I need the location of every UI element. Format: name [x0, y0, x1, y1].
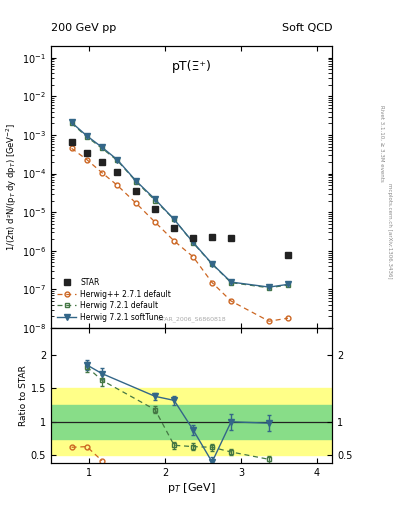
- Herwig 7.2.1 default: [99, 145, 104, 152]
- Herwig++ 2.7.1 default: [115, 182, 119, 188]
- STAR: [191, 234, 195, 241]
- STAR: [69, 139, 74, 145]
- STAR: [286, 251, 290, 258]
- Herwig++ 2.7.1 default: [210, 280, 215, 286]
- Herwig++ 2.7.1 default: [99, 169, 104, 176]
- Herwig 7.2.1 default: [229, 280, 233, 286]
- Herwig 7.2.1 softTune: [172, 217, 176, 223]
- Text: mcplots.cern.ch [arXiv:1306.3436]: mcplots.cern.ch [arXiv:1306.3436]: [387, 183, 391, 278]
- Bar: [51, 405, 332, 439]
- X-axis label: p$_T$ [GeV]: p$_T$ [GeV]: [167, 481, 216, 495]
- Herwig++ 2.7.1 default: [267, 318, 272, 324]
- Herwig 7.2.1 default: [267, 285, 272, 291]
- Text: Soft QCD: Soft QCD: [282, 23, 332, 33]
- STAR: [210, 234, 215, 240]
- Bar: [51, 388, 332, 455]
- Line: Herwig 7.2.1 default: Herwig 7.2.1 default: [69, 121, 290, 290]
- STAR: [153, 206, 158, 212]
- Herwig++ 2.7.1 default: [69, 145, 74, 152]
- Herwig 7.2.1 softTune: [99, 144, 104, 151]
- Herwig++ 2.7.1 default: [286, 315, 290, 321]
- Text: pT(Ξ⁺): pT(Ξ⁺): [172, 60, 211, 73]
- Herwig 7.2.1 default: [84, 134, 89, 140]
- Herwig++ 2.7.1 default: [191, 254, 195, 260]
- Y-axis label: Ratio to STAR: Ratio to STAR: [19, 365, 28, 426]
- Herwig++ 2.7.1 default: [84, 157, 89, 163]
- Text: Rivet 3.1.10, ≥ 3.3M events: Rivet 3.1.10, ≥ 3.3M events: [380, 105, 384, 182]
- Herwig 7.2.1 softTune: [134, 178, 138, 184]
- Herwig 7.2.1 default: [286, 282, 290, 288]
- Herwig 7.2.1 default: [172, 217, 176, 223]
- Herwig 7.2.1 softTune: [153, 196, 158, 202]
- Herwig 7.2.1 softTune: [84, 133, 89, 139]
- Line: Herwig 7.2.1 softTune: Herwig 7.2.1 softTune: [69, 120, 291, 290]
- Herwig++ 2.7.1 default: [229, 298, 233, 304]
- Herwig 7.2.1 softTune: [69, 119, 74, 125]
- STAR: [84, 150, 89, 156]
- Herwig++ 2.7.1 default: [172, 238, 176, 244]
- Herwig 7.2.1 softTune: [229, 279, 233, 285]
- STAR: [134, 188, 138, 194]
- Herwig 7.2.1 default: [191, 240, 195, 246]
- Herwig 7.2.1 default: [210, 261, 215, 267]
- Herwig 7.2.1 softTune: [210, 261, 215, 267]
- Text: 200 GeV pp: 200 GeV pp: [51, 23, 116, 33]
- Herwig 7.2.1 softTune: [115, 157, 119, 163]
- Herwig++ 2.7.1 default: [153, 219, 158, 225]
- Herwig 7.2.1 default: [134, 179, 138, 185]
- Herwig 7.2.1 softTune: [286, 281, 290, 287]
- Herwig 7.2.1 softTune: [267, 284, 272, 290]
- Line: Herwig++ 2.7.1 default: Herwig++ 2.7.1 default: [69, 146, 290, 324]
- Herwig++ 2.7.1 default: [134, 200, 138, 206]
- Herwig 7.2.1 default: [69, 120, 74, 126]
- Legend: STAR, Herwig++ 2.7.1 default, Herwig 7.2.1 default, Herwig 7.2.1 softTune: STAR, Herwig++ 2.7.1 default, Herwig 7.2…: [55, 275, 173, 324]
- Y-axis label: 1/(2π) d²N/(p$_T$ dy dp$_T$) [GeV$^{-2}$]: 1/(2π) d²N/(p$_T$ dy dp$_T$) [GeV$^{-2}$…: [5, 123, 19, 251]
- STAR: [99, 159, 104, 165]
- STAR: [172, 224, 176, 230]
- Text: STAR_2006_S6860818: STAR_2006_S6860818: [157, 317, 226, 323]
- STAR: [229, 234, 233, 241]
- Herwig 7.2.1 default: [153, 198, 158, 204]
- Herwig 7.2.1 default: [115, 157, 119, 163]
- Line: STAR: STAR: [68, 139, 291, 258]
- Herwig 7.2.1 softTune: [191, 239, 195, 245]
- STAR: [115, 169, 119, 175]
